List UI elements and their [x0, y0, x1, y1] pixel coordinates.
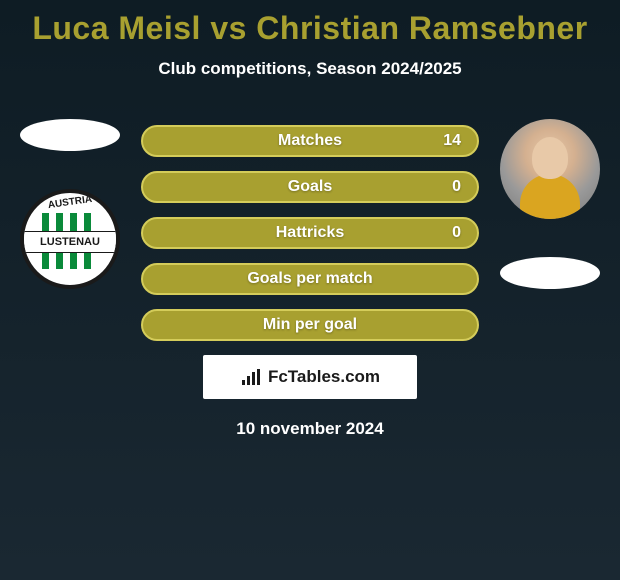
- stat-label: Min per goal: [263, 316, 357, 334]
- left-ellipse-shape: [20, 119, 120, 151]
- page-title: Luca Meisl vs Christian Ramsebner: [0, 0, 620, 47]
- stat-row-matches: Matches 14: [141, 125, 479, 157]
- date-text: 10 november 2024: [0, 419, 620, 439]
- stat-rows: Matches 14 Goals 0 Hattricks 0 Goals per…: [141, 119, 479, 341]
- badge-inner: AUSTRIA LUSTENAU: [24, 193, 116, 285]
- content-area: AUSTRIA LUSTENAU Matches 14 Goals 0 Hatt…: [0, 119, 620, 439]
- badge-top-text: AUSTRIA: [24, 191, 117, 215]
- subtitle: Club competitions, Season 2024/2025: [0, 59, 620, 79]
- chart-icon: [240, 368, 262, 386]
- stat-value-right: 0: [452, 224, 461, 242]
- right-ellipse-shape: [500, 257, 600, 289]
- stat-row-min-per-goal: Min per goal: [141, 309, 479, 341]
- stat-row-goals-per-match: Goals per match: [141, 263, 479, 295]
- stat-label: Hattricks: [276, 224, 344, 242]
- stat-label: Goals: [288, 178, 332, 196]
- stat-label: Goals per match: [247, 270, 372, 288]
- stat-value-right: 0: [452, 178, 461, 196]
- right-column: [490, 119, 610, 289]
- player-photo: [500, 119, 600, 219]
- brand-text: FcTables.com: [268, 367, 380, 387]
- stat-value-right: 14: [443, 132, 461, 150]
- stat-row-hattricks: Hattricks 0: [141, 217, 479, 249]
- branding-box: FcTables.com: [203, 355, 417, 399]
- club-badge: AUSTRIA LUSTENAU: [20, 189, 120, 289]
- stat-label: Matches: [278, 132, 342, 150]
- badge-banner-text: LUSTENAU: [24, 231, 116, 253]
- comparison-card: Luca Meisl vs Christian Ramsebner Club c…: [0, 0, 620, 580]
- left-column: AUSTRIA LUSTENAU: [10, 119, 130, 289]
- stat-row-goals: Goals 0: [141, 171, 479, 203]
